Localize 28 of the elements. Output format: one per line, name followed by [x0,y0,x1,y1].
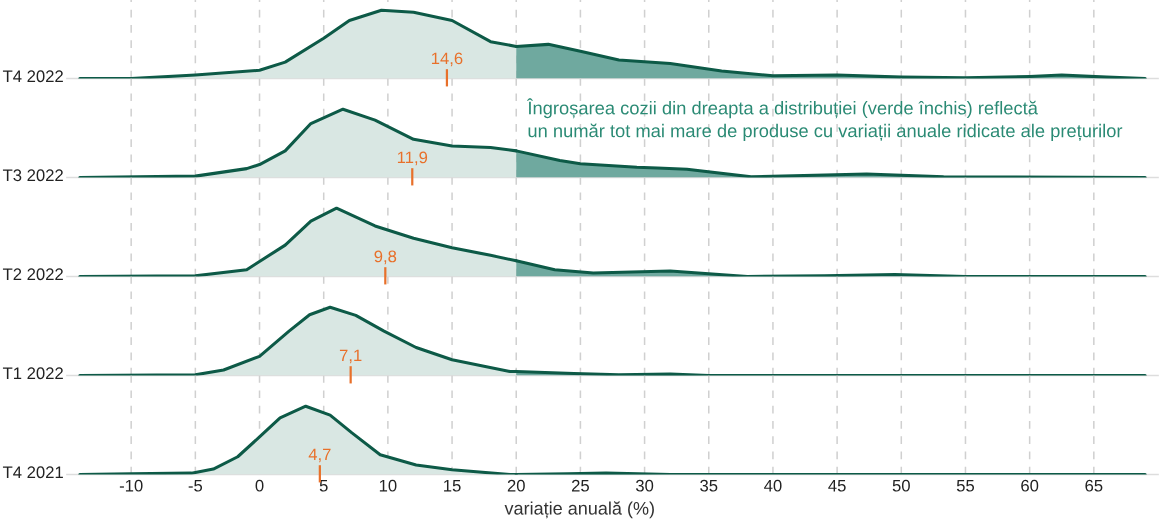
x-tick-label: 10 [379,479,397,492]
annotation: 11,9 [397,151,428,166]
x-tick-label: 35 [700,479,718,492]
x-axis-title: variație anuală (%) [504,501,654,519]
x-tick-label: 30 [635,479,654,492]
annotation: Îngroșarea cozii din dreapta a distribuției (verde închis) reflectă un număr tot mai mare de produse cu variații anuale ridicate ale prețurilor [526,98,1123,142]
annotation: 14,6 [431,52,463,67]
x-tick-label: 40 [764,479,782,492]
y-axis-title: T3 2022 [2,169,63,182]
x-tick-label: 45 [828,479,846,492]
x-tick-label: -5 [188,479,203,492]
y-axis-title: T4 2022 [2,70,63,83]
y-axis-title: T1 2022 [2,367,63,380]
x-tick-label: 50 [892,479,910,492]
x-tick-label: 65 [1085,479,1103,492]
annotation: 9,8 [374,250,397,265]
x-tick-label: 20 [507,479,525,492]
x-tick-label: 60 [1021,479,1039,492]
x-tick-label: 55 [956,479,975,492]
x-tick-label: -10 [119,479,143,492]
y-axis-title: T4 2021 [2,466,63,479]
annotation: 4,7 [308,448,331,463]
x-tick-label: 25 [571,479,589,492]
y-axis-title: T2 2022 [2,268,63,281]
x-tick-label: 15 [444,479,461,492]
annotation: 7,1 [339,349,362,364]
x-tick-label: 5 [319,479,328,492]
x-tick-label: 0 [255,479,264,492]
